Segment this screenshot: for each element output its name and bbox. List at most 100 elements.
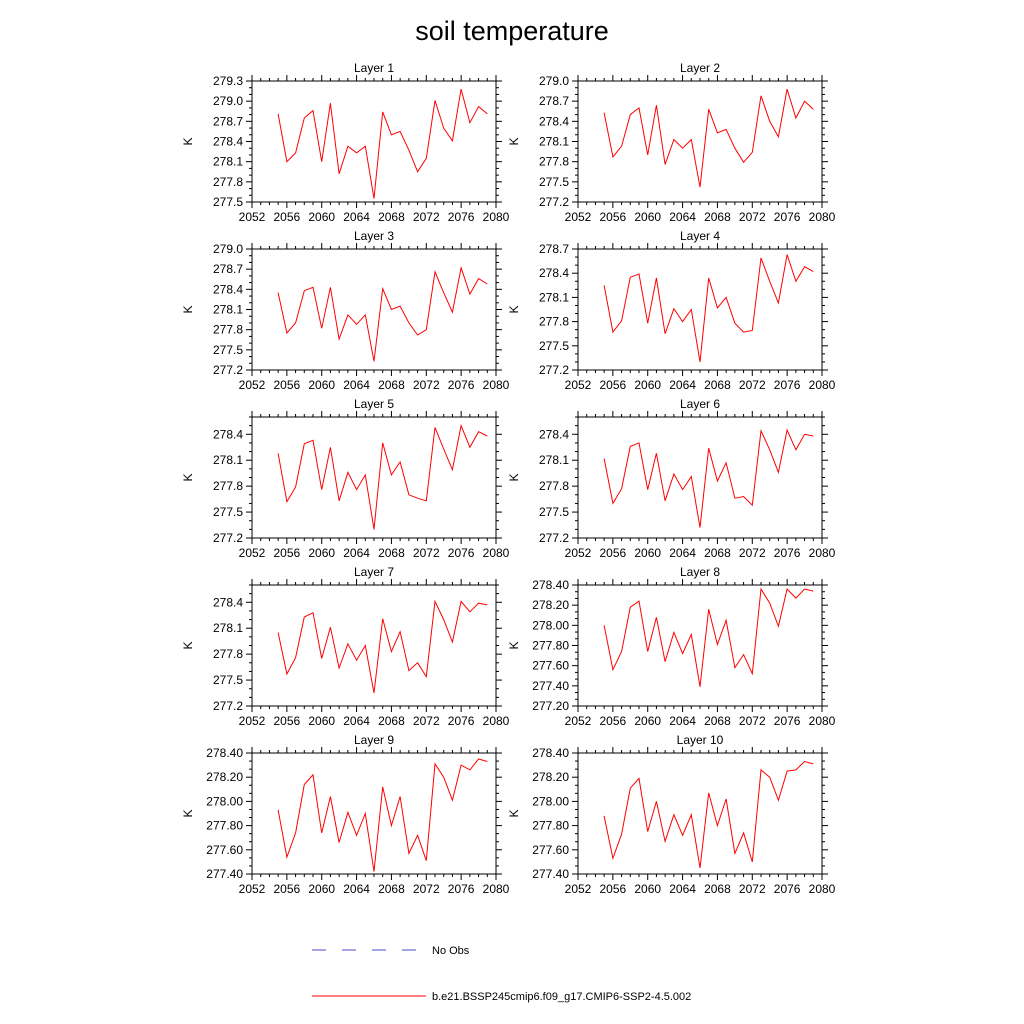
panel-title: Layer 9	[354, 733, 394, 747]
series-line	[603, 587, 814, 687]
x-tick-label: 2080	[483, 882, 510, 896]
x-tick-label: 2076	[448, 378, 475, 392]
x-tick-label: 2080	[809, 546, 836, 560]
panel-title: Layer 5	[354, 397, 394, 411]
y-tick-label: 277.8	[213, 175, 243, 189]
series-line	[277, 599, 488, 694]
x-tick-label: 2060	[634, 882, 661, 896]
x-tick-label: 2072	[413, 210, 440, 224]
legend-model-label: b.e21.BSSP245cmip6.f09_g17.CMIP6-SSP2-4.…	[432, 991, 691, 1003]
series-line	[277, 758, 488, 872]
y-tick-label: 277.8	[539, 155, 569, 169]
y-tick-label: 277.80	[532, 639, 569, 653]
panel-title: Layer 1	[354, 61, 394, 75]
x-tick-label: 2080	[809, 210, 836, 224]
x-tick-label: 2076	[448, 210, 475, 224]
x-tick-label: 2076	[448, 882, 475, 896]
x-tick-label: 2052	[565, 714, 592, 728]
y-tick-label: 277.2	[539, 531, 569, 545]
x-tick-label: 2068	[378, 714, 405, 728]
x-tick-label: 2052	[565, 546, 592, 560]
y-tick-label: 279.3	[213, 74, 243, 88]
y-tick-label: 278.20	[532, 770, 569, 784]
x-tick-label: 2056	[600, 882, 627, 896]
x-tick-label: 2056	[274, 882, 301, 896]
series-line	[603, 88, 814, 188]
x-tick-label: 2068	[704, 714, 731, 728]
x-tick-label: 2072	[413, 882, 440, 896]
y-tick-label: 278.40	[206, 746, 243, 760]
x-tick-label: 2064	[669, 378, 696, 392]
y-tick-label: 278.1	[213, 621, 243, 635]
y-tick-label: 278.7	[213, 262, 243, 276]
y-tick-label: 277.2	[539, 363, 569, 377]
y-tick-label: 278.7	[539, 94, 569, 108]
plot-frame	[577, 752, 823, 875]
y-tick-label: 277.5	[539, 505, 569, 519]
x-tick-label: 2056	[274, 714, 301, 728]
y-tick-label: 278.20	[206, 770, 243, 784]
panel-title: Layer 10	[677, 733, 724, 747]
x-tick-label: 2052	[565, 378, 592, 392]
y-tick-label: 278.4	[213, 135, 243, 149]
y-tick-label: 278.40	[532, 746, 569, 760]
panel-layer-4: Layer 4 2052 2056 2060 2064 2068 2072 2076 2080 2…	[507, 229, 836, 392]
x-tick-label: 2060	[308, 546, 335, 560]
y-axis-label: K	[181, 305, 195, 313]
y-tick-label: 278.1	[213, 303, 243, 317]
series-line	[603, 254, 814, 362]
x-tick-label: 2056	[274, 546, 301, 560]
legend: No Obs b.e21.BSSP245cmip6.f09_g17.CMIP6-…	[312, 945, 691, 1003]
x-tick-label: 2072	[739, 210, 766, 224]
y-axis-label: K	[181, 473, 195, 481]
panel-title: Layer 3	[354, 229, 394, 243]
y-tick-label: 278.1	[213, 155, 243, 169]
x-tick-label: 2064	[343, 546, 370, 560]
x-tick-label: 2064	[669, 882, 696, 896]
figure-title: soil temperature	[415, 16, 609, 46]
x-tick-label: 2052	[239, 546, 266, 560]
x-tick-label: 2052	[239, 882, 266, 896]
series-line	[277, 88, 488, 199]
x-tick-label: 2056	[600, 546, 627, 560]
y-tick-label: 278.7	[539, 242, 569, 256]
y-tick-label: 277.80	[532, 819, 569, 833]
x-tick-label: 2072	[739, 882, 766, 896]
panel-title: Layer 8	[680, 565, 720, 579]
y-tick-label: 277.80	[206, 819, 243, 833]
x-tick-label: 2064	[343, 378, 370, 392]
y-tick-label: 279.0	[539, 74, 569, 88]
x-tick-label: 2080	[809, 882, 836, 896]
x-tick-label: 2060	[308, 714, 335, 728]
y-tick-label: 278.1	[539, 453, 569, 467]
x-tick-label: 2060	[308, 210, 335, 224]
y-tick-label: 277.40	[206, 867, 243, 881]
y-tick-label: 277.5	[539, 339, 569, 353]
panel-title: Layer 4	[680, 229, 720, 243]
x-tick-label: 2076	[448, 546, 475, 560]
x-tick-label: 2060	[308, 882, 335, 896]
y-tick-label: 278.1	[539, 290, 569, 304]
plot-frame	[577, 584, 823, 707]
x-tick-label: 2080	[483, 378, 510, 392]
x-tick-label: 2080	[809, 378, 836, 392]
x-tick-label: 2056	[274, 378, 301, 392]
y-axis-label: K	[507, 305, 521, 313]
y-axis-label: K	[507, 473, 521, 481]
legend-no-obs-label: No Obs	[432, 945, 470, 957]
x-tick-label: 2052	[565, 882, 592, 896]
x-tick-label: 2064	[343, 714, 370, 728]
x-tick-label: 2068	[704, 882, 731, 896]
y-tick-label: 278.40	[532, 578, 569, 592]
x-tick-label: 2064	[669, 546, 696, 560]
plot-frame	[251, 584, 497, 707]
x-tick-label: 2060	[634, 546, 661, 560]
y-tick-label: 277.5	[213, 195, 243, 209]
x-tick-label: 2064	[669, 210, 696, 224]
y-tick-label: 278.1	[539, 135, 569, 149]
y-tick-label: 278.20	[532, 598, 569, 612]
y-tick-label: 277.60	[532, 843, 569, 857]
x-tick-label: 2052	[565, 210, 592, 224]
y-tick-label: 278.00	[532, 618, 569, 632]
x-tick-label: 2068	[378, 882, 405, 896]
